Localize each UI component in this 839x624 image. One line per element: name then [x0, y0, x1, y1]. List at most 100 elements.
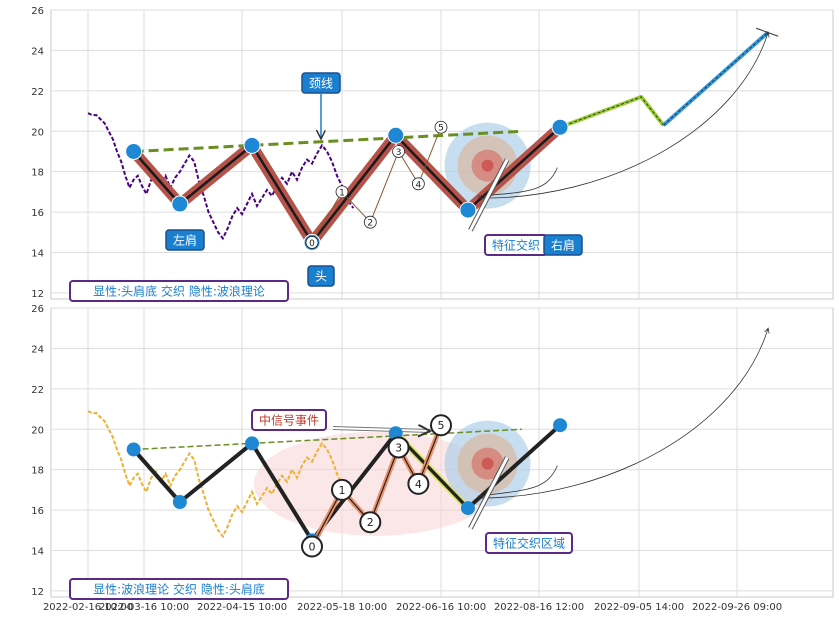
y-tick-label: 18: [31, 466, 44, 477]
trend-curve-arrow: [477, 328, 768, 499]
y-tick-label: 26: [31, 6, 44, 17]
wave-marker-label: 1: [339, 484, 346, 497]
trend-curve-arrow: [477, 32, 768, 199]
focus-ring-core: [481, 159, 494, 172]
pattern-node: [126, 442, 141, 457]
wave-marker-label: 2: [367, 219, 373, 229]
y-tick-label: 24: [31, 344, 44, 355]
right-shoulder-label-box: [543, 234, 583, 256]
focus-arrow: [469, 158, 509, 231]
wave-marker-label: 5: [438, 419, 445, 432]
wave-marker-label: 5: [438, 124, 444, 134]
pattern-node: [553, 418, 568, 433]
mid-signal-label: 中信号事件: [259, 412, 319, 427]
focus-arrow: [469, 456, 509, 529]
price-series-line: [87, 112, 355, 241]
pattern-node: [172, 495, 187, 510]
wave-marker: [434, 120, 448, 134]
y-tick-label: 12: [31, 289, 44, 300]
y-tick-label: 22: [31, 87, 44, 98]
y-tick-label: 22: [31, 385, 44, 396]
left-shoulder-label-box: [165, 229, 205, 251]
wave-marker-label: 3: [396, 148, 402, 158]
wave-marker: [387, 436, 410, 459]
wave-marker: [335, 185, 349, 199]
neckline: [133, 129, 522, 153]
wave-marker-label: 1: [339, 188, 345, 198]
pattern-node: [551, 118, 569, 136]
wave-thin-line: [311, 127, 442, 243]
focus-curve: [477, 465, 558, 497]
pattern-node: [125, 142, 143, 160]
wave-marker-label: 4: [416, 180, 422, 190]
wave-marker: [430, 414, 452, 437]
x-tick-label: 2022-08-16 12:00: [494, 602, 584, 613]
y-tick-label: 16: [31, 506, 44, 517]
y-tick-label: 18: [31, 168, 44, 179]
wave-marker: [301, 535, 323, 558]
left-shoulder-label: 左肩: [173, 232, 197, 247]
feature-zone-label-bottom: 特征交织区域: [493, 535, 565, 550]
pattern-zone-ellipse: [253, 431, 498, 536]
x-tick-label: 2022-09-05 14:00: [594, 602, 684, 613]
pattern-node: [387, 126, 405, 144]
neckline-label: 颈线: [309, 76, 333, 90]
wave-marker: [305, 236, 319, 249]
neckline: [133, 428, 522, 451]
focus-curve: [477, 167, 558, 197]
y-tick-label: 20: [31, 425, 44, 436]
y-tick-label: 14: [31, 547, 44, 558]
plot-frame-0: [50, 9, 834, 300]
right-shoulder-label: 右肩: [551, 237, 575, 252]
marks-layer: 0 1 2 3 4 5 0 1 2 3 4 5: [125, 118, 569, 558]
wave-marker: [331, 478, 353, 501]
y-tick-label: 16: [31, 208, 44, 219]
legend-label-top: 显性:头肩底 交织 隐性:波浪理论: [93, 283, 265, 298]
wave-marker: [359, 511, 382, 534]
wave-marker-label: 2: [367, 516, 374, 529]
wave-marker: [392, 145, 405, 158]
wave-marker-label: 4: [415, 478, 422, 491]
y-tick-label: 26: [31, 304, 44, 315]
legend-label-bottom: 显性:波浪理论 交织 隐性:头肩底: [93, 581, 265, 596]
pattern-node: [245, 436, 259, 451]
y-tick-label: 20: [31, 127, 44, 138]
y-tick-label: 12: [31, 587, 44, 598]
forecast-line-green: [559, 94, 666, 130]
forecast-line-green-dash: [559, 96, 664, 128]
zone-layer: [253, 122, 531, 536]
head-label-box: [307, 265, 335, 287]
x-tick-label: 2022-09-26 09:00: [692, 602, 782, 613]
feature-zone-label-bottom-box: [485, 532, 573, 554]
wave-marker: [407, 472, 430, 495]
pattern-node: [243, 136, 261, 154]
legend-label-top-box: [69, 280, 289, 302]
neckline-label-box: [301, 72, 341, 94]
wave-marker-label: 0: [309, 540, 316, 553]
y-tick-label: 24: [31, 46, 44, 57]
feature-zone-label-top: 特征交织: [492, 237, 540, 252]
pattern-node: [171, 195, 189, 213]
pattern-node: [460, 501, 475, 516]
x-tick-label: 2022-06-16 10:00: [396, 602, 486, 613]
head-label: 头: [315, 269, 327, 283]
pattern-node: [459, 201, 477, 219]
mid-signal-label-box: [251, 409, 327, 431]
wave-marker: [363, 215, 377, 229]
x-tick-label: 2022-02-16 10:00: [43, 602, 133, 613]
forecast-line-blue-dash: [663, 31, 769, 126]
wave-marker-label: 3: [395, 441, 402, 454]
wave-marker: [411, 177, 425, 191]
focus-ring-core: [481, 457, 494, 470]
y-tick-label: 14: [31, 249, 44, 260]
legend-label-bottom-box: [69, 578, 289, 600]
price-series-line: [87, 410, 355, 539]
x-tick-label: 2022-03-16 10:00: [99, 602, 189, 613]
x-tick-label: 2022-04-15 10:00: [197, 602, 287, 613]
x-tick-label: 2022-05-18 10:00: [297, 602, 387, 613]
price-layer: [87, 112, 355, 539]
signal-arrow: [332, 428, 430, 431]
